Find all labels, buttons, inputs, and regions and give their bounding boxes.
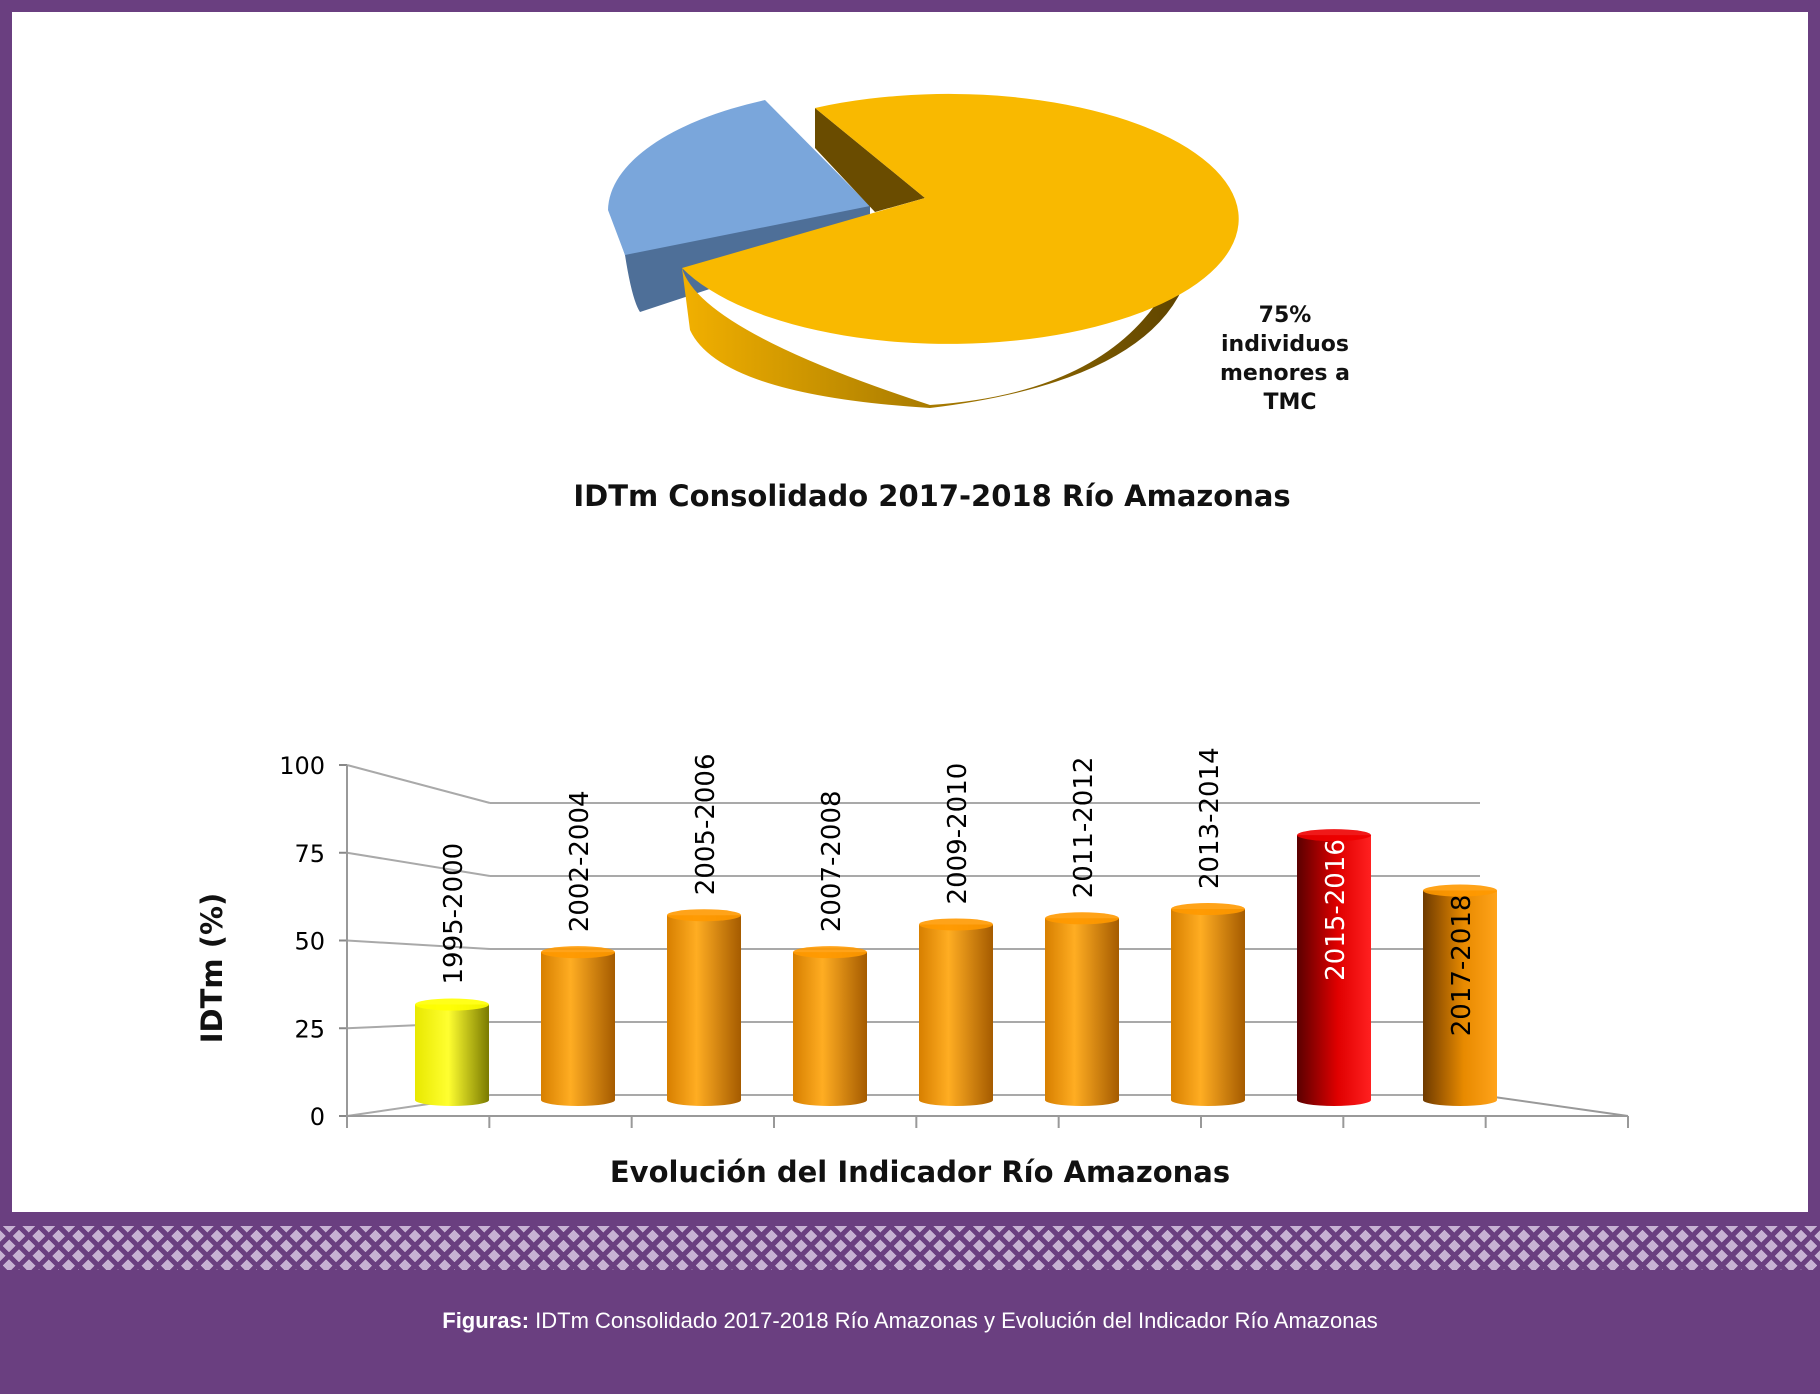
bar	[1171, 903, 1245, 1106]
figure-caption: Figuras: IDTm Consolidado 2017-2018 Río …	[0, 1308, 1820, 1334]
bar-category-label: 2002-2004	[565, 790, 595, 932]
pie-slice-large	[682, 93, 1239, 344]
bar	[793, 946, 867, 1106]
pie-label-line-4: TMC	[1263, 390, 1316, 415]
bar-top	[667, 909, 741, 922]
caption-text: IDTm Consolidado 2017-2018 Río Amazonas …	[529, 1308, 1378, 1333]
pie-label-line-2: individuos	[1221, 332, 1349, 357]
bar-top	[793, 946, 867, 959]
bar-body	[1045, 918, 1119, 1106]
y-axis-title: IDTm (%)	[195, 893, 229, 1044]
y-tick-label: 50	[294, 928, 325, 956]
bar-body	[541, 952, 615, 1106]
bar-chart-labels: 0 25 50 75 100 1995-2000 2002-2004 2005-2006 200…	[279, 747, 1477, 1131]
bar-body	[793, 952, 867, 1106]
bar-top	[1171, 903, 1245, 916]
grid-side-line	[346, 939, 491, 950]
bar-body	[415, 1004, 489, 1106]
bar	[919, 918, 993, 1106]
pie-slice-wedge-side	[815, 108, 925, 212]
figures-canvas: 75% individuos menores a TMC IDTm Consol…	[195, 93, 1629, 1189]
y-tick-label: 25	[294, 1015, 325, 1043]
bar-category-label: 2005-2006	[691, 753, 721, 895]
pie-chart: 75% individuos menores a TMC	[608, 93, 1350, 415]
pie-slice-side-large-shade	[682, 228, 1190, 408]
bar	[1045, 912, 1119, 1106]
y-tick-label: 100	[279, 752, 325, 780]
bar	[415, 998, 489, 1106]
pie-chart-title: IDTm Consolidado 2017-2018 Río Amazonas	[573, 479, 1290, 513]
bar-chart-title: Evolución del Indicador Río Amazonas	[610, 1155, 1230, 1189]
bar-body	[1297, 835, 1371, 1106]
bar-top	[919, 918, 993, 931]
bar-body	[1171, 909, 1245, 1106]
pie-label-line-1: 75%	[1259, 303, 1312, 328]
bar-category-label: 2009-2010	[943, 763, 973, 905]
bar-category-label: 2007-2008	[817, 790, 847, 932]
y-tick-label: 75	[294, 840, 325, 868]
grid-side-line	[346, 764, 491, 804]
bar	[667, 909, 741, 1106]
bar-category-label: 2015-2016	[1321, 839, 1351, 981]
bar	[1297, 829, 1371, 1106]
bar-body	[667, 915, 741, 1106]
y-tick-label: 0	[310, 1103, 325, 1131]
bar-chart-bars	[415, 829, 1497, 1106]
bar-top	[1045, 912, 1119, 925]
bar-category-label: 2011-2012	[1069, 757, 1099, 899]
bar-body	[919, 924, 993, 1106]
bar-top	[541, 946, 615, 959]
bar-category-label: 1995-2000	[439, 843, 469, 985]
bar-top	[1297, 829, 1371, 842]
bar	[1423, 884, 1497, 1106]
bar	[541, 946, 615, 1106]
bar-top	[1423, 884, 1497, 897]
bar-chart: 0 25 50 75 100 1995-2000 2002-2004 2005-2006 200…	[279, 747, 1629, 1131]
pie-label-line-3: menores a	[1220, 361, 1350, 386]
caption-prefix: Figuras:	[442, 1308, 530, 1333]
pie-slice-small	[608, 100, 870, 255]
bar-category-label: 2013-2014	[1195, 747, 1225, 889]
bar-body	[1423, 890, 1497, 1106]
bar-category-label: 2017-2018	[1447, 895, 1477, 1037]
bar-chart-axes	[339, 764, 1629, 1128]
floor-right-edge	[1479, 1094, 1629, 1117]
bar-top	[415, 998, 489, 1011]
grid-side-line	[346, 851, 491, 877]
decorative-pattern-band	[0, 1220, 1820, 1270]
footer-bar	[0, 1270, 1820, 1394]
